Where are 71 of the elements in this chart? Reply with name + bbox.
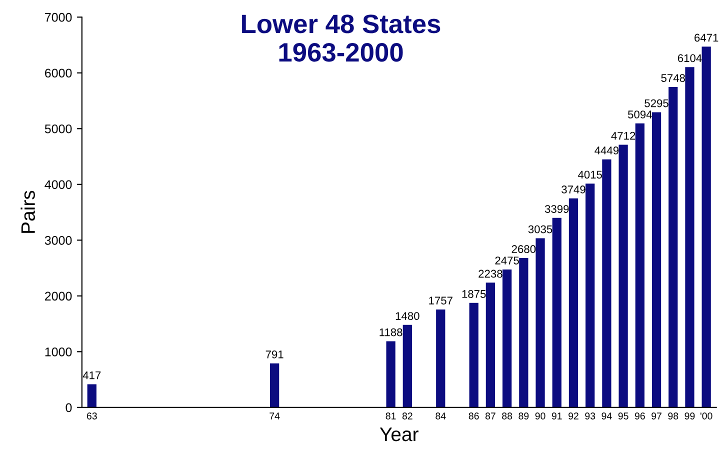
x-tick-label: 82 [402,412,412,420]
data-label: 2238 [478,270,502,278]
x-tick-label: 84 [436,412,446,420]
bar [87,384,96,408]
x-tick-label: 94 [602,412,612,420]
x-tick-label: 63 [86,412,97,420]
data-label: 4015 [578,170,602,179]
data-label: 3035 [528,225,552,234]
bar [536,238,545,408]
bar [668,86,678,408]
y-tick-label: 3000 [44,236,72,245]
y-axis-title: Pairs [20,190,35,233]
x-tick-label: 92 [568,412,578,420]
y-tick-label: 4000 [44,180,72,190]
bar [519,258,528,408]
y-tick-label: 5000 [44,124,72,134]
x-tick-label: 90 [535,412,546,420]
x-tick-label: 93 [585,412,596,420]
bar [436,309,446,408]
data-label: 1757 [429,296,452,304]
bar [502,269,512,408]
y-tick-label: 2000 [45,292,72,301]
x-tick-label: 98 [668,412,678,420]
bar [568,198,578,408]
data-label: 2475 [495,256,519,264]
data-label: 5295 [644,99,668,108]
data-label: 6471 [694,34,718,42]
data-label: 1480 [396,312,420,320]
data-label: 2680 [512,245,536,254]
data-label: 4449 [594,146,619,154]
y-tick-label: 7000 [45,12,72,22]
bar [602,159,612,408]
x-axis-title: Year [380,428,418,442]
x-tick-label: 91 [552,412,562,420]
x-tick-label: 81 [386,412,396,420]
data-label: 1188 [380,328,402,336]
data-label: 5748 [661,74,685,82]
bar [702,46,711,408]
chart-title: Lower 48 States 1963-2000 [242,14,440,62]
y-tick-label: 1000 [45,347,72,356]
x-tick-label: 87 [485,412,496,420]
y-tick-label: 0 [66,403,72,412]
bar [586,184,595,408]
x-tick-label: 97 [652,412,662,420]
x-tick-label: 95 [618,412,628,420]
x-tick-label: 89 [518,412,529,420]
bar [486,282,496,408]
x-tick-label: 74 [270,412,280,420]
data-label: 1875 [462,290,486,298]
x-tick-label: 86 [468,412,479,420]
data-label: 4712 [611,132,636,140]
x-tick-label: 99 [684,412,695,420]
bar [552,218,562,408]
bar [685,67,694,408]
bar [386,341,396,408]
data-label: 791 [266,350,284,358]
data-label: 3749 [562,186,586,194]
bar [469,302,478,408]
data-label: 6104 [678,54,702,62]
x-tick-label: 88 [502,412,512,420]
data-label: 5094 [628,110,652,118]
bar [618,144,628,408]
x-tick-label: 96 [634,412,645,420]
bar [402,324,412,408]
data-label: 3399 [544,205,569,213]
bar [635,123,644,408]
y-tick-label: 6000 [45,68,72,78]
data-label: 417 [82,371,101,380]
x-tick-label: '00 [700,412,712,420]
bar [270,363,280,408]
bar [652,112,662,408]
